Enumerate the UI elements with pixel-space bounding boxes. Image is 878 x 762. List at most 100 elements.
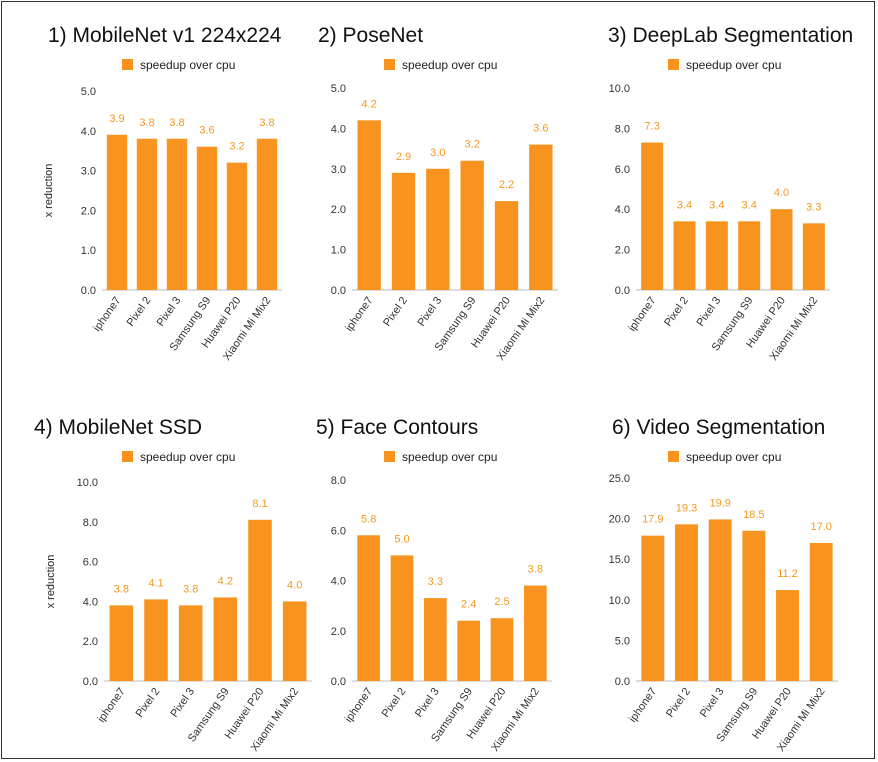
bar-xiaomi-mi-mix2 [524,585,547,681]
x-tick-label: Pixel 3 [695,295,724,329]
chart-title: 1) MobileNet v1 224x224 [48,24,282,47]
legend-label: speedup over cpu [140,58,235,72]
bar-samsung-s9 [213,597,238,681]
data-label: 4.2 [218,575,233,587]
bar-iphone7 [641,535,665,681]
data-label: 2.5 [494,596,509,608]
legend-swatch [668,451,679,462]
x-tick-label: Pixel 2 [134,686,163,720]
y-tick-label: 4.0 [331,123,346,135]
bar-iphone7 [641,142,664,290]
data-label: 3.8 [169,117,184,129]
y-tick-label: 3.0 [331,164,346,176]
bar-samsung-s9 [196,146,218,290]
y-tick-label: 2.0 [83,636,98,648]
y-axis-label: x reduction [43,164,55,218]
x-tick-label: Pixel 2 [662,295,691,329]
bar-huawei-p20 [776,590,799,681]
y-tick-label: 0.0 [615,285,630,297]
data-label: 19.3 [676,502,697,514]
data-label: 4.0 [287,579,302,591]
bar-pixel-3 [424,598,447,681]
bar-samsung-s9 [742,530,766,681]
x-tick-label: Pixel 2 [125,295,154,329]
legend-label: speedup over cpu [686,450,781,464]
y-tick-label: 10.0 [609,595,630,607]
chart-title: 3) DeepLab Segmentation [608,24,853,47]
y-tick-label: 6.0 [83,557,98,569]
bar-huawei-p20 [770,209,793,290]
data-label: 3.8 [183,583,198,595]
legend-label: speedup over cpu [686,58,781,72]
data-label: 17.9 [642,514,663,526]
x-tick-label: Pixel 3 [168,686,197,720]
data-label: 5.8 [361,513,376,525]
bar-pixel-3 [708,519,732,681]
x-tick-label: iphone7 [343,686,375,725]
chart-title: 6) Video Segmentation [612,416,825,439]
data-label: 3.9 [109,113,124,125]
legend-swatch [668,59,679,70]
data-label: 3.8 [259,117,274,129]
data-label: 3.4 [742,199,757,211]
data-label: 3.3 [806,201,821,213]
data-label: 2.9 [396,151,411,163]
data-label: 4.0 [774,187,789,199]
y-tick-label: 25.0 [609,473,630,485]
bar-pixel-2 [675,524,698,681]
bar-samsung-s9 [460,160,484,290]
x-tick-label: Pixel 3 [416,295,445,329]
chart-title: 5) Face Contours [316,416,478,439]
data-label: 4.1 [148,577,163,589]
bar-huawei-p20 [226,162,248,290]
data-label: 2.4 [461,599,476,611]
y-tick-label: 2.0 [331,626,346,638]
bar-huawei-p20 [490,618,514,681]
x-tick-label: Pixel 3 [413,686,442,720]
x-tick-label: Pixel 2 [664,686,693,720]
data-label: 4.2 [362,98,377,110]
chart-posenet: 2) PoseNet speedup over cpu 0.0 1.0 2.0 3.0 4.… [318,24,558,363]
legend-swatch [122,59,133,70]
data-label: 3.8 [114,583,129,595]
y-tick-label: 0.0 [331,285,346,297]
data-label: 19.9 [709,497,730,509]
y-tick-label: 1.0 [81,245,96,257]
bar-pixel-2 [673,221,696,290]
y-tick-label: 2.0 [81,205,96,217]
bar-pixel-3 [178,605,203,681]
bar-pixel-3 [166,138,188,290]
data-label: 3.8 [528,564,543,576]
y-tick-label: 4.0 [615,204,630,216]
y-tick-label: 0.0 [83,676,98,688]
data-label: 3.6 [533,123,548,135]
x-tick-label: iphone7 [627,686,659,725]
y-tick-label: 2.0 [615,245,630,257]
y-tick-label: 5.0 [81,86,96,98]
bar-pixel-3 [705,221,728,290]
x-tick-label: iphone7 [91,295,123,334]
legend-swatch [384,59,395,70]
x-tick-label: iphone7 [343,295,375,334]
chart-mobilenet-v1: 1) MobileNet v1 224x224 speedup over cpu 0… [43,24,282,363]
bar-xiaomi-mi-mix2 [802,223,825,290]
bar-xiaomi-mi-mix2 [282,601,307,681]
bar-huawei-p20 [494,201,519,290]
y-tick-label: 8.0 [615,123,630,135]
chart-face-contours: 5) Face Contours speedup over cpu 0.0 2.0 4.… [316,416,552,754]
y-tick-label: 5.0 [615,635,630,647]
data-label: 11.2 [777,568,798,580]
bar-iphone7 [106,134,128,290]
legend-label: speedup over cpu [402,58,497,72]
data-label: 2.2 [499,179,514,191]
y-tick-label: 5.0 [331,83,346,95]
bar-samsung-s9 [457,620,480,681]
data-label: 17.0 [810,521,831,533]
bar-iphone7 [357,535,380,681]
y-tick-label: 1.0 [331,245,346,257]
x-tick-label: Pixel 3 [698,686,727,720]
bar-pixel-2 [390,555,414,681]
data-label: 7.3 [645,121,660,133]
y-tick-label: 2.0 [331,204,346,216]
